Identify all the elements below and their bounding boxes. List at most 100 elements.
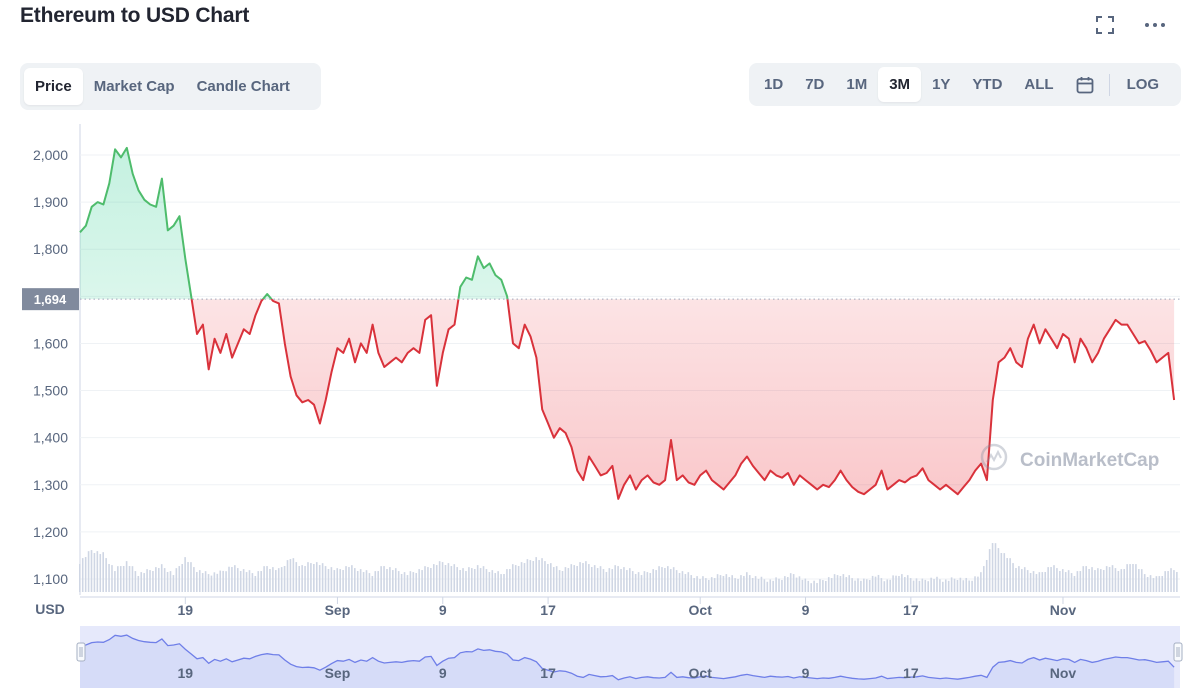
volume-bar — [725, 574, 728, 592]
expand-icon[interactable] — [1091, 11, 1119, 39]
volume-bar — [669, 569, 672, 592]
volume-bar — [257, 571, 260, 592]
tab-price[interactable]: Price — [24, 68, 83, 105]
tab-3m[interactable]: 3M — [878, 67, 922, 102]
volume-bar — [617, 566, 619, 592]
range-navigator[interactable]: 19 Sep 9 17 Oct 9 17 Nov — [76, 626, 1183, 688]
more-horizontal-icon[interactable] — [1141, 11, 1169, 39]
volume-bar — [535, 557, 537, 592]
volume-bar — [637, 572, 640, 592]
volume-bar — [576, 566, 578, 592]
volume-bar — [424, 566, 426, 592]
tab-market-cap[interactable]: Market Cap — [93, 78, 175, 95]
volume-bar — [731, 575, 733, 592]
log-toggle[interactable]: LOG — [1126, 76, 1160, 93]
volume-bar — [865, 579, 868, 592]
volume-bar — [497, 571, 499, 592]
volume-bar — [927, 581, 930, 592]
navigator-tick-label: 9 — [439, 665, 447, 681]
volume-bar — [125, 561, 128, 592]
volume-bar — [213, 572, 216, 592]
volume-bar — [286, 560, 289, 592]
volume-bar — [629, 568, 631, 592]
tab-7d[interactable]: 7D — [805, 76, 825, 93]
tab-all[interactable]: ALL — [1024, 76, 1054, 93]
volume-bar — [1094, 570, 1096, 592]
volume-bar — [1161, 576, 1164, 592]
tab-1m[interactable]: 1M — [846, 76, 868, 93]
volume-bar — [924, 579, 927, 592]
volume-bar — [667, 566, 669, 592]
volume-bar — [204, 571, 207, 592]
volume-bar — [889, 579, 891, 592]
volume-bar — [1056, 568, 1058, 592]
volume-bar — [839, 576, 842, 592]
volume-bar — [359, 569, 362, 592]
navigator-handle-right[interactable] — [1173, 642, 1183, 662]
volume-bar — [1100, 569, 1102, 592]
volume-bar — [892, 575, 894, 592]
baseline-label: 1,694 — [34, 292, 67, 307]
volume-bar — [503, 574, 505, 592]
price-area — [80, 147, 1175, 499]
volume-bar — [1018, 566, 1020, 592]
volume-bar — [310, 563, 312, 592]
volume-bar — [942, 581, 944, 592]
volume-bar — [1132, 564, 1134, 592]
volume-bar — [289, 559, 292, 592]
tab-1y[interactable]: 1Y — [932, 76, 951, 93]
volume-bar — [778, 578, 780, 592]
volume-bar — [886, 579, 889, 592]
volume-bar — [207, 574, 210, 592]
volume-bar — [520, 562, 523, 592]
volume-bar — [664, 568, 666, 592]
volume-bar — [1082, 566, 1085, 592]
volume-bar — [219, 570, 222, 592]
volume-bar — [210, 575, 213, 592]
volume-bar — [836, 575, 839, 592]
volume-bar — [394, 568, 397, 592]
y-tick-label: 2,000 — [33, 147, 68, 163]
volume-bar — [79, 564, 81, 592]
calendar-icon[interactable] — [1065, 67, 1105, 102]
volume-bar — [863, 578, 865, 592]
volume-bar — [588, 564, 590, 592]
volume-bar — [105, 558, 107, 592]
x-axis: USD 19 Sep 9 17 Oct 9 17 Nov — [35, 596, 1180, 618]
volume-bar — [315, 562, 318, 592]
volume-bar — [418, 569, 420, 592]
tab-ytd[interactable]: YTD — [972, 76, 1003, 93]
volume-bar — [280, 567, 283, 592]
volume-bar — [400, 574, 403, 592]
volume-bar — [415, 573, 418, 592]
volume-bar — [383, 566, 385, 592]
volume-bar — [345, 566, 347, 592]
volume-bar — [356, 571, 359, 592]
volume-bar — [830, 578, 833, 592]
volume-bar — [146, 569, 148, 592]
volume-bar — [1006, 558, 1008, 592]
volume-bar — [871, 575, 874, 592]
volume-bar — [901, 574, 903, 592]
tab-candle-chart[interactable]: Candle Chart — [196, 78, 290, 95]
volume-bar — [1164, 571, 1166, 592]
navigator-handle-left[interactable] — [76, 642, 86, 662]
volume-bar — [602, 569, 605, 592]
volume-bar — [985, 560, 988, 592]
volume-bar — [1138, 569, 1140, 592]
volume-bar — [652, 569, 655, 592]
volume-bar — [93, 553, 96, 592]
volume-bar — [485, 569, 488, 592]
volume-bar — [988, 549, 991, 592]
volume-bar — [1102, 570, 1105, 592]
volume-bar — [798, 576, 801, 592]
navigator-area — [80, 635, 1175, 688]
tab-1d[interactable]: 1D — [764, 76, 784, 93]
volume-bar — [529, 560, 532, 592]
volume-bar — [479, 568, 482, 592]
volume-bar — [1000, 553, 1003, 592]
volume-bar — [561, 571, 564, 592]
volume-bar — [96, 551, 99, 592]
volume-bar — [746, 572, 748, 592]
